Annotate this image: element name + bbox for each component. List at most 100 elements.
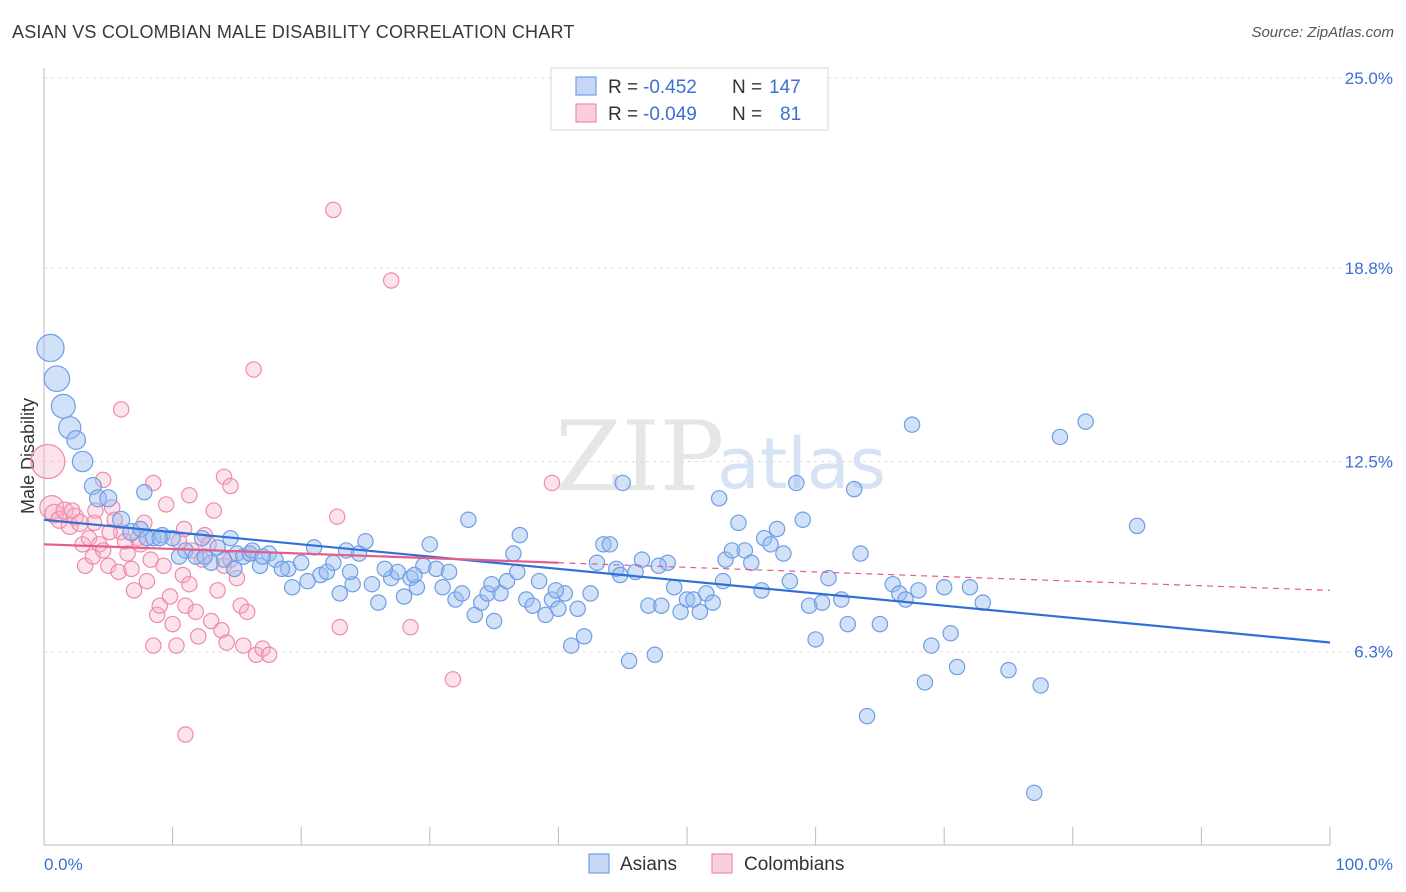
asian-point	[299, 572, 316, 590]
legend-colombians-swatch	[711, 853, 733, 874]
colombians-swatch	[575, 103, 597, 123]
asian-point	[408, 579, 426, 596]
asian-point	[434, 579, 451, 596]
colombian-point	[190, 628, 207, 645]
colombian-point	[101, 523, 118, 541]
asian-point	[395, 588, 413, 605]
asian-point	[730, 514, 747, 532]
asian-point	[897, 591, 914, 608]
asian-point	[820, 569, 837, 587]
asian-point	[1051, 428, 1069, 446]
asian-point	[1025, 784, 1043, 802]
asian-point	[871, 615, 889, 633]
watermark-atlas: atlas	[717, 423, 886, 505]
asian-point	[813, 594, 831, 611]
asian-point	[961, 579, 979, 596]
asian-point	[839, 615, 856, 633]
asian-point	[50, 393, 76, 419]
asian-point	[447, 591, 464, 608]
colombian-point	[138, 572, 156, 590]
asian-point	[833, 591, 850, 608]
asian-point	[1128, 517, 1146, 535]
asian-point	[743, 554, 760, 571]
asian-point	[768, 520, 786, 538]
colombian-point	[331, 618, 349, 636]
colombians-trend-line	[43, 543, 559, 564]
colombian-point	[232, 597, 250, 614]
colombian-point	[168, 637, 185, 654]
asian-point	[511, 526, 529, 544]
colombian-point	[181, 486, 198, 504]
colombian-point	[328, 508, 346, 525]
stats-legend: R = -0.452 N = 147 R = -0.049 N = 81	[550, 67, 829, 131]
asians-points	[36, 333, 1146, 802]
asian-point	[807, 631, 824, 648]
colombian-point	[164, 615, 181, 633]
colombian-point	[209, 582, 226, 599]
axes	[43, 68, 1331, 846]
colombians-n-label: N =	[732, 104, 762, 125]
asian-point	[781, 572, 799, 590]
asian-point	[582, 585, 599, 602]
asian-point	[942, 625, 959, 642]
colombian-point	[174, 566, 192, 584]
asian-point	[136, 483, 153, 501]
asian-point	[845, 480, 863, 498]
colombian-point	[245, 361, 262, 378]
colombian-point	[205, 502, 223, 519]
asian-point	[563, 637, 580, 654]
colombian-point	[247, 646, 265, 664]
asian-point	[710, 490, 728, 507]
asian-point	[363, 575, 381, 593]
asian-point	[453, 585, 471, 602]
colombian-point	[215, 557, 233, 575]
asian-point	[382, 569, 400, 587]
asian-point	[43, 365, 71, 393]
asian-point	[66, 430, 87, 450]
x-tick-label-end: 100.0%	[1335, 855, 1393, 874]
colombian-point	[382, 272, 400, 289]
asian-point	[547, 582, 565, 599]
asian-point	[775, 545, 792, 562]
y-tick-label: 18.8%	[1345, 259, 1393, 278]
asian-point	[376, 560, 394, 578]
asian-point	[620, 652, 638, 670]
asian-point	[406, 566, 423, 584]
asian-point	[717, 551, 734, 568]
colombian-point	[228, 569, 246, 587]
asians-n-value: 147	[769, 77, 801, 98]
colombian-point	[110, 563, 127, 581]
asian-point	[678, 591, 696, 608]
asian-point	[800, 597, 818, 614]
asian-point	[99, 489, 118, 508]
asian-point	[112, 510, 131, 529]
asian-point	[916, 674, 934, 691]
colombian-point	[100, 557, 117, 575]
colombian-point	[235, 637, 252, 654]
colombian-point	[543, 474, 561, 492]
asian-point	[614, 474, 631, 492]
asian-point	[226, 560, 243, 578]
asian-point	[640, 597, 657, 614]
colombian-point	[103, 499, 121, 516]
chart-title: ASIAN VS COLOMBIAN MALE DISABILITY CORRE…	[12, 22, 575, 42]
asian-point	[1000, 661, 1017, 679]
colombian-point	[260, 646, 278, 664]
colombian-point	[85, 514, 103, 532]
colombians-n-value: 81	[780, 104, 801, 125]
asian-point	[460, 511, 477, 529]
asian-point	[485, 612, 503, 630]
asian-point	[704, 594, 721, 611]
asian-point	[58, 416, 82, 440]
colombian-point	[112, 401, 130, 418]
gridlines	[44, 77, 1392, 653]
x-tick-labels: 0.0% 100.0%	[44, 855, 1393, 874]
asian-point	[193, 529, 211, 547]
asian-point	[884, 575, 902, 593]
legend-colombians-label: Colombians	[744, 854, 844, 875]
asian-point	[331, 585, 349, 602]
asian-point	[653, 597, 670, 614]
colombian-point	[94, 542, 112, 559]
y-tick-label: 12.5%	[1345, 453, 1393, 472]
